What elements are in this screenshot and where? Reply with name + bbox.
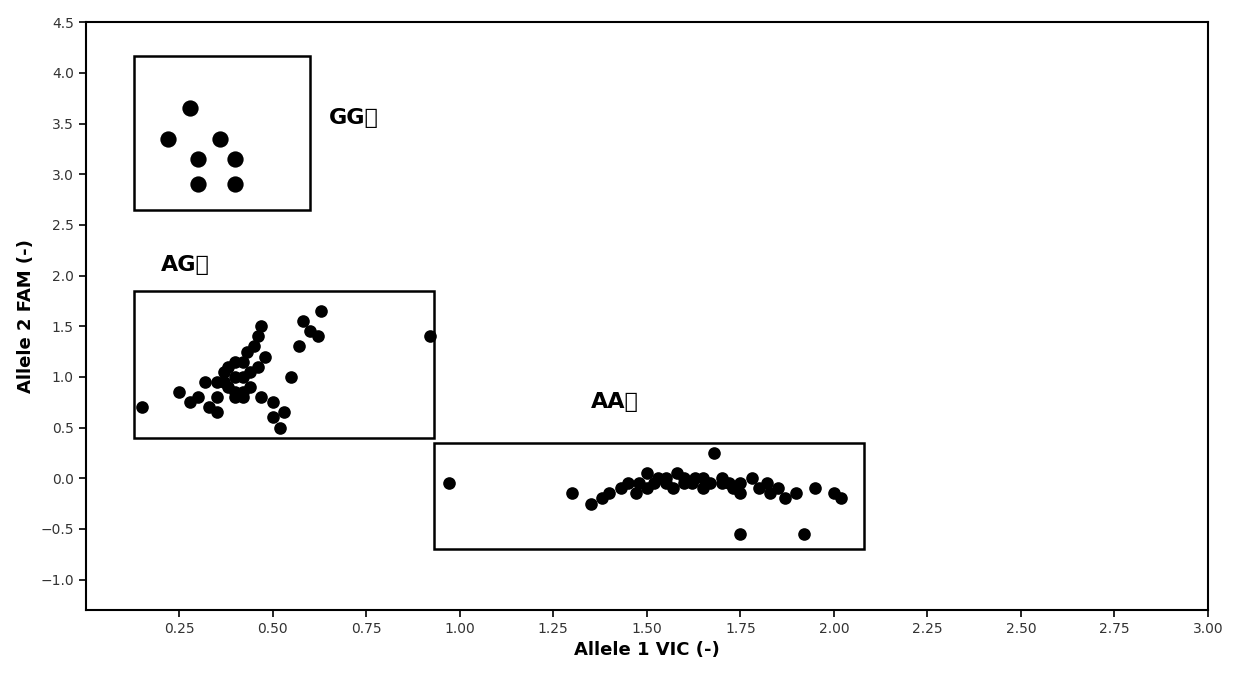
Point [723, 483, 743, 493]
Point [274, 407, 294, 418]
Point [693, 473, 713, 483]
Point [599, 488, 619, 499]
Point [649, 473, 668, 483]
Point [645, 478, 665, 489]
Bar [434, 443, 864, 549]
Point [233, 372, 253, 383]
Point [786, 488, 806, 499]
Point [233, 391, 253, 402]
Text: GG型: GG型 [329, 108, 378, 128]
Point [215, 377, 234, 387]
Point [682, 478, 702, 489]
Point [308, 331, 327, 342]
Point [300, 326, 320, 337]
Point [241, 366, 260, 377]
Point [181, 397, 201, 408]
Point [170, 387, 190, 397]
Point [768, 483, 787, 493]
Point [701, 478, 720, 489]
Point [218, 382, 238, 393]
Point [226, 391, 246, 402]
Point [226, 153, 246, 164]
Text: AA型: AA型 [590, 392, 639, 412]
Point [233, 387, 253, 397]
Point [248, 362, 268, 372]
Point [626, 488, 646, 499]
Point [656, 478, 676, 489]
Point [311, 306, 331, 316]
Point [181, 103, 201, 114]
Point [289, 341, 309, 352]
Point [131, 402, 151, 412]
Point [200, 402, 219, 412]
Point [630, 478, 650, 489]
Point [270, 422, 290, 433]
Point [281, 372, 301, 383]
Point [730, 478, 750, 489]
Point [637, 483, 657, 493]
Point [704, 448, 724, 458]
Point [188, 153, 208, 164]
Point [188, 391, 208, 402]
Bar [134, 291, 434, 437]
Point [730, 529, 750, 539]
Point [196, 377, 216, 387]
Point [263, 412, 283, 422]
Point [255, 352, 275, 362]
Point [611, 483, 631, 493]
Point [663, 483, 683, 493]
Point [207, 377, 227, 387]
Point [237, 346, 257, 357]
Point [832, 493, 852, 504]
Point [794, 529, 813, 539]
Point [293, 316, 312, 327]
Point [562, 488, 582, 499]
Point [805, 483, 825, 493]
Point [439, 478, 459, 489]
Point [730, 488, 750, 499]
Point [742, 473, 761, 483]
Point [675, 473, 694, 483]
Point [207, 391, 227, 402]
Point [218, 362, 238, 372]
Point [619, 478, 639, 489]
Point [252, 321, 272, 332]
Point [252, 391, 272, 402]
Point [823, 488, 843, 499]
Point [686, 473, 706, 483]
X-axis label: Allele 1 VIC (-): Allele 1 VIC (-) [574, 642, 719, 659]
Point [667, 468, 687, 479]
Point [226, 387, 246, 397]
Point [157, 133, 177, 144]
Bar [134, 55, 310, 210]
Point [775, 493, 795, 504]
Point [248, 331, 268, 342]
Point [712, 473, 732, 483]
Point [215, 366, 234, 377]
Point [637, 468, 657, 479]
Text: AG型: AG型 [160, 256, 210, 275]
Point [712, 478, 732, 489]
Point [760, 488, 780, 499]
Point [226, 356, 246, 367]
Point [580, 498, 600, 509]
Point [263, 397, 283, 408]
Point [693, 483, 713, 493]
Point [207, 407, 227, 418]
Point [241, 382, 260, 393]
Point [211, 133, 231, 144]
Point [749, 483, 769, 493]
Point [188, 179, 208, 190]
Point [591, 493, 611, 504]
Point [233, 356, 253, 367]
Point [226, 372, 246, 383]
Point [420, 331, 440, 342]
Point [656, 473, 676, 483]
Y-axis label: Allele 2 FAM (-): Allele 2 FAM (-) [16, 239, 35, 393]
Point [756, 478, 776, 489]
Point [226, 179, 246, 190]
Point [675, 478, 694, 489]
Point [719, 478, 739, 489]
Point [244, 341, 264, 352]
